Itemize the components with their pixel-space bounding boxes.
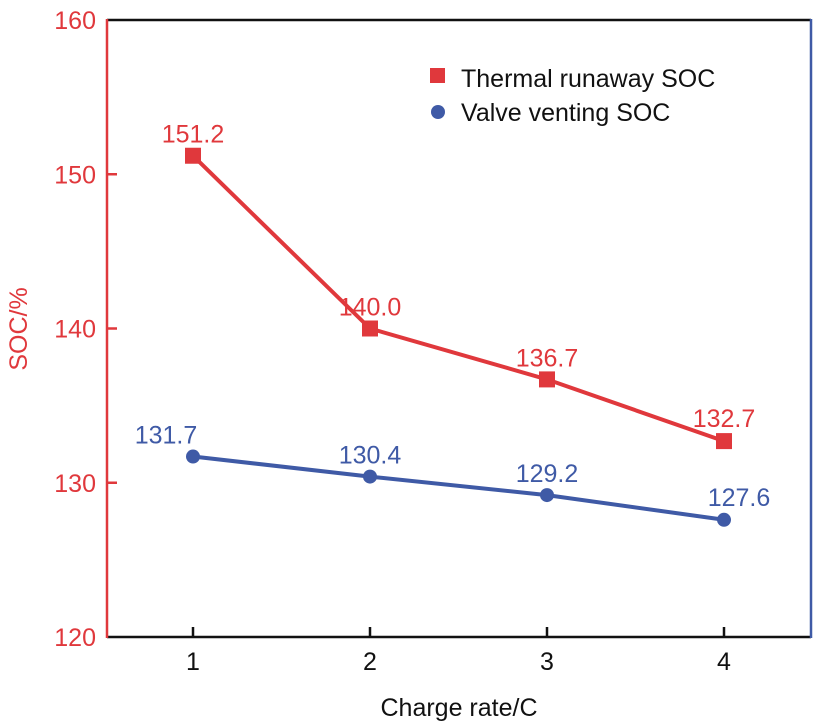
data-point-marker <box>362 320 378 337</box>
x-tick-label: 2 <box>363 648 377 676</box>
legend: Thermal runaway SOC Valve venting SOC <box>430 65 715 127</box>
legend-label-valve-venting: Valve venting SOC <box>461 99 670 127</box>
y-tick-label: 160 <box>54 7 96 35</box>
series-line <box>192 454 725 522</box>
y-tick-label: 140 <box>54 316 96 344</box>
data-point-marker <box>363 469 377 484</box>
data-label: 136.7 <box>516 344 579 372</box>
legend-marker-thermal-runaway <box>430 68 445 83</box>
series-layer: 151.2 140.0 136.7 132.7 131.7 130.4 129.2 127.6 <box>135 121 771 527</box>
data-label: 140.0 <box>339 294 402 322</box>
x-tick-label: 4 <box>717 648 731 676</box>
data-label: 151.2 <box>162 121 225 149</box>
y-tick-label: 150 <box>54 161 96 189</box>
x-axis-title: Charge rate/C <box>380 694 537 722</box>
y-tick-label: 130 <box>54 470 96 498</box>
series-valve-venting-soc: 131.7 130.4 129.2 127.6 <box>135 422 771 527</box>
data-point-marker <box>717 512 731 527</box>
y-ticks: 120 130 140 150 160 <box>54 7 117 652</box>
x-ticks: 1 2 3 4 <box>186 627 731 676</box>
data-point-marker <box>186 449 200 464</box>
legend-marker-valve-venting <box>431 105 445 119</box>
x-tick-label: 1 <box>186 648 200 676</box>
data-point-marker <box>540 488 554 503</box>
legend-label-thermal-runaway: Thermal runaway SOC <box>461 65 715 93</box>
data-label: 130.4 <box>339 442 402 470</box>
data-point-marker <box>716 433 732 450</box>
data-label: 127.6 <box>708 484 771 512</box>
y-axis-title: SOC/% <box>5 287 33 370</box>
data-label: 129.2 <box>516 460 579 488</box>
data-label: 132.7 <box>693 405 756 433</box>
y-tick-label: 120 <box>54 624 96 652</box>
data-label: 131.7 <box>135 422 198 450</box>
series-line <box>191 154 725 443</box>
data-point-marker <box>539 371 555 388</box>
x-tick-label: 3 <box>540 648 554 676</box>
series-thermal-runaway-soc: 151.2 140.0 136.7 132.7 <box>162 121 756 450</box>
data-point-marker <box>185 147 201 164</box>
